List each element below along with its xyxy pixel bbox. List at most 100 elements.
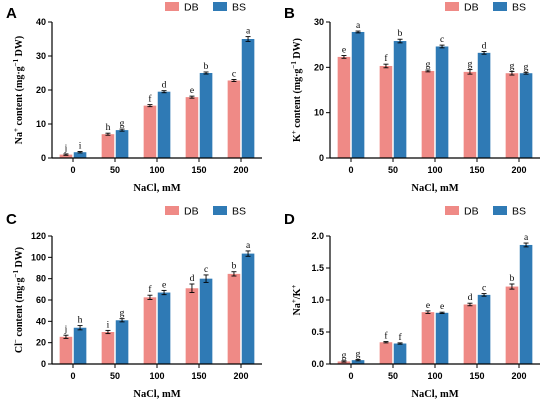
x-tick-label: 100: [149, 165, 164, 175]
bar-bs: [435, 312, 449, 364]
significance-letter: c: [232, 69, 236, 79]
significance-letter: c: [204, 265, 208, 275]
y-axis-label-part: Na: [292, 303, 303, 315]
bar-db: [421, 70, 435, 158]
bar-db: [379, 342, 393, 364]
bar-bs: [199, 73, 213, 158]
y-tick-label: 0: [41, 359, 46, 369]
significance-letter: h: [106, 123, 111, 133]
x-tick-label: 0: [70, 371, 75, 381]
legend-label-bs: BS: [232, 206, 246, 218]
x-tick-label: 50: [388, 371, 398, 381]
y-axis-label-part: K: [292, 134, 303, 142]
x-tick-label: 100: [427, 165, 442, 175]
bar-bs: [351, 31, 365, 158]
significance-letter: a: [246, 241, 251, 251]
bar-db: [59, 336, 73, 364]
legend-label-db: DB: [464, 2, 479, 14]
bar-bs: [435, 46, 449, 159]
y-tick-label: 80: [36, 274, 46, 284]
y-tick-label: 10: [314, 108, 324, 118]
bar-db: [421, 312, 435, 364]
y-tick-label: 120: [31, 231, 46, 241]
y-tick-label: 40: [36, 316, 46, 326]
x-tick-label: 200: [233, 371, 248, 381]
significance-letter: d: [482, 41, 487, 51]
y-axis-label-superscript: +: [290, 285, 298, 289]
y-tick-label: 0: [41, 153, 46, 163]
panel-letter: B: [284, 5, 295, 22]
bar-db: [185, 97, 199, 158]
bar-db: [463, 71, 477, 158]
y-axis-label: Cl− content (mg·g−1 DW): [12, 247, 25, 353]
y-tick-label: 40: [36, 17, 46, 27]
x-tick-label: 0: [348, 165, 353, 175]
panel-letter: A: [6, 5, 17, 22]
x-tick-label: 150: [191, 165, 206, 175]
significance-letter: f: [384, 331, 388, 342]
y-axis-label-part: DW): [14, 247, 25, 270]
x-tick-label: 50: [110, 371, 120, 381]
y-axis-label-superscript: +: [12, 128, 20, 132]
significance-letter: c: [440, 35, 444, 45]
legend-swatch-db: [165, 206, 179, 215]
bar-bs: [241, 253, 255, 364]
legend-swatch-bs: [493, 206, 507, 215]
x-tick-label: 200: [511, 371, 526, 381]
bar-bs: [519, 73, 533, 158]
significance-letter: j: [64, 144, 68, 154]
bar-db: [505, 73, 519, 158]
y-axis-label-part: /K: [292, 288, 303, 300]
significance-letter: g: [356, 350, 361, 360]
significance-letter: h: [78, 316, 83, 326]
significance-letter: e: [342, 46, 346, 56]
x-axis-label: NaCl, mM: [411, 389, 458, 400]
bar-db: [227, 273, 241, 364]
significance-letter: g: [120, 119, 125, 129]
significance-letter: f: [148, 94, 152, 105]
y-axis-label-superscript: +: [290, 130, 298, 134]
legend-swatch-bs: [213, 206, 227, 215]
x-tick-label: 0: [70, 165, 75, 175]
bar-bs: [157, 91, 171, 158]
y-axis-label-superscript: +: [290, 299, 298, 303]
legend-label-bs: BS: [512, 206, 526, 218]
y-axis-label-superscript: −1: [290, 61, 298, 69]
x-axis-label: NaCl, mM: [133, 389, 180, 400]
significance-letter: e: [190, 86, 194, 96]
y-axis-label-superscript: −1: [12, 58, 20, 66]
y-axis-label: K+ content (mg·g−1 DW): [290, 38, 303, 142]
legend-swatch-db: [165, 2, 179, 11]
x-tick-label: 200: [233, 165, 248, 175]
bar-db: [185, 288, 199, 364]
bar-db: [227, 80, 241, 158]
bar-bs: [199, 278, 213, 364]
bar-db: [143, 105, 157, 158]
chart-panel-a: A DB BS 0 10 20 30 40 j i 0 h g 50 fd 100 e b 150 c a 200 NaCl…: [6, 2, 262, 194]
bar-bs: [73, 152, 87, 158]
y-tick-label: 0: [319, 153, 324, 163]
bar-db: [505, 286, 519, 364]
y-tick-label: 30: [314, 17, 324, 27]
significance-letter: e: [426, 301, 430, 311]
y-tick-label: 2.0: [311, 231, 324, 241]
bar-db: [101, 134, 115, 158]
x-axis-label: NaCl, mM: [411, 183, 458, 194]
bar-bs: [157, 292, 171, 364]
bar-bs: [73, 327, 87, 364]
bar-bs: [393, 343, 407, 364]
significance-letter: b: [398, 29, 403, 39]
y-axis-label-superscript: −1: [12, 269, 20, 277]
significance-letter: a: [246, 27, 251, 37]
y-axis-label-part: DW): [14, 36, 25, 59]
significance-letter: g: [342, 351, 347, 361]
bar-db: [143, 297, 157, 364]
significance-letter: g: [510, 61, 515, 71]
bar-bs: [477, 52, 491, 158]
legend-swatch-db: [445, 206, 459, 215]
y-axis-label-part: content (mg·g: [14, 277, 25, 339]
x-tick-label: 150: [191, 371, 206, 381]
y-axis-label: Na+ content (mg·g−1 DW): [12, 36, 25, 144]
